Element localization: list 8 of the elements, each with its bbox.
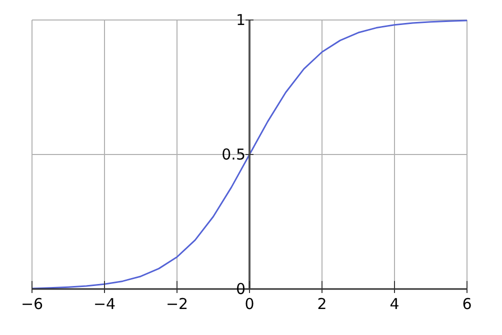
x-tick-label: −4 — [93, 295, 116, 313]
y-tick-label: 1 — [236, 11, 246, 29]
x-tick-label: 2 — [317, 295, 327, 313]
x-tick-label: −2 — [166, 295, 188, 313]
x-tick-label: −6 — [20, 295, 44, 313]
x-tick-label: 4 — [390, 295, 400, 313]
x-tick-label: 6 — [462, 295, 472, 313]
y-tick-label: 0.5 — [222, 146, 246, 164]
